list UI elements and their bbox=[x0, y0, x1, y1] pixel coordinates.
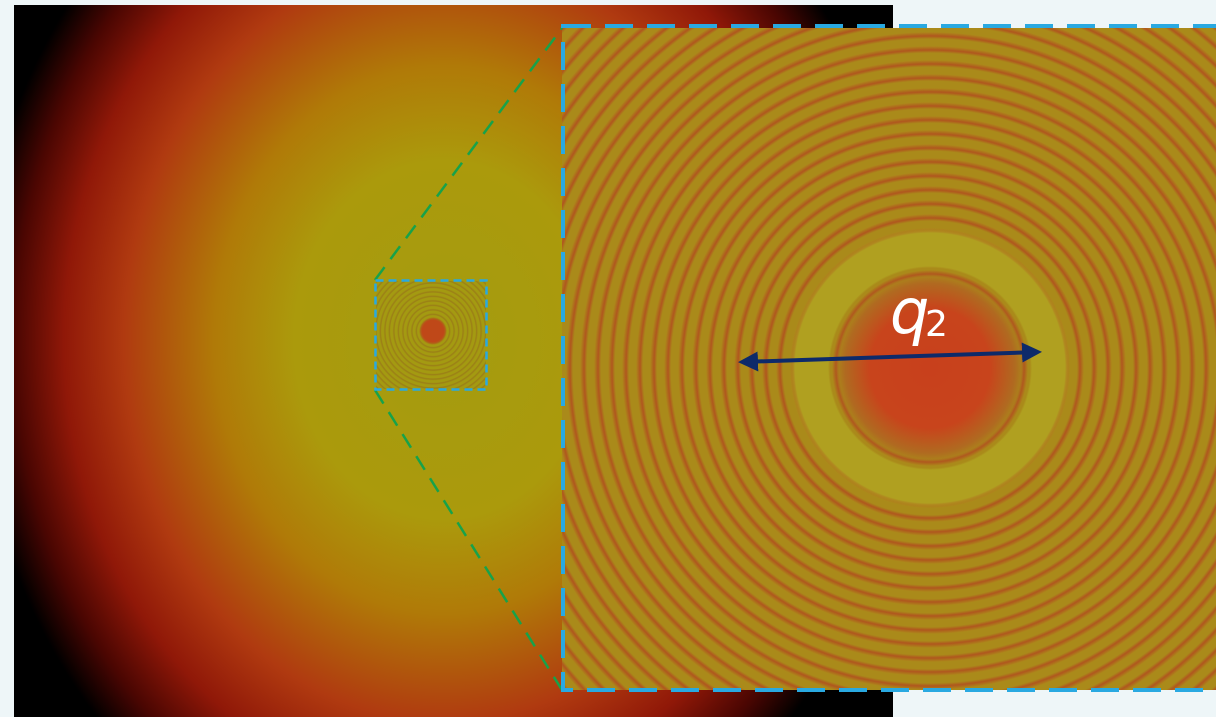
annotation-subscript: 2 bbox=[925, 304, 948, 345]
zoom-guide bbox=[375, 390, 562, 690]
page: q 2 (() => { const data = JSON.parse(doc… bbox=[0, 0, 1216, 717]
annotation-symbol: q bbox=[890, 275, 929, 348]
inset-box bbox=[376, 281, 487, 390]
diameter-arrow bbox=[742, 352, 1038, 362]
zoom-guide bbox=[375, 28, 562, 280]
overlay: q 2 bbox=[0, 0, 1216, 717]
